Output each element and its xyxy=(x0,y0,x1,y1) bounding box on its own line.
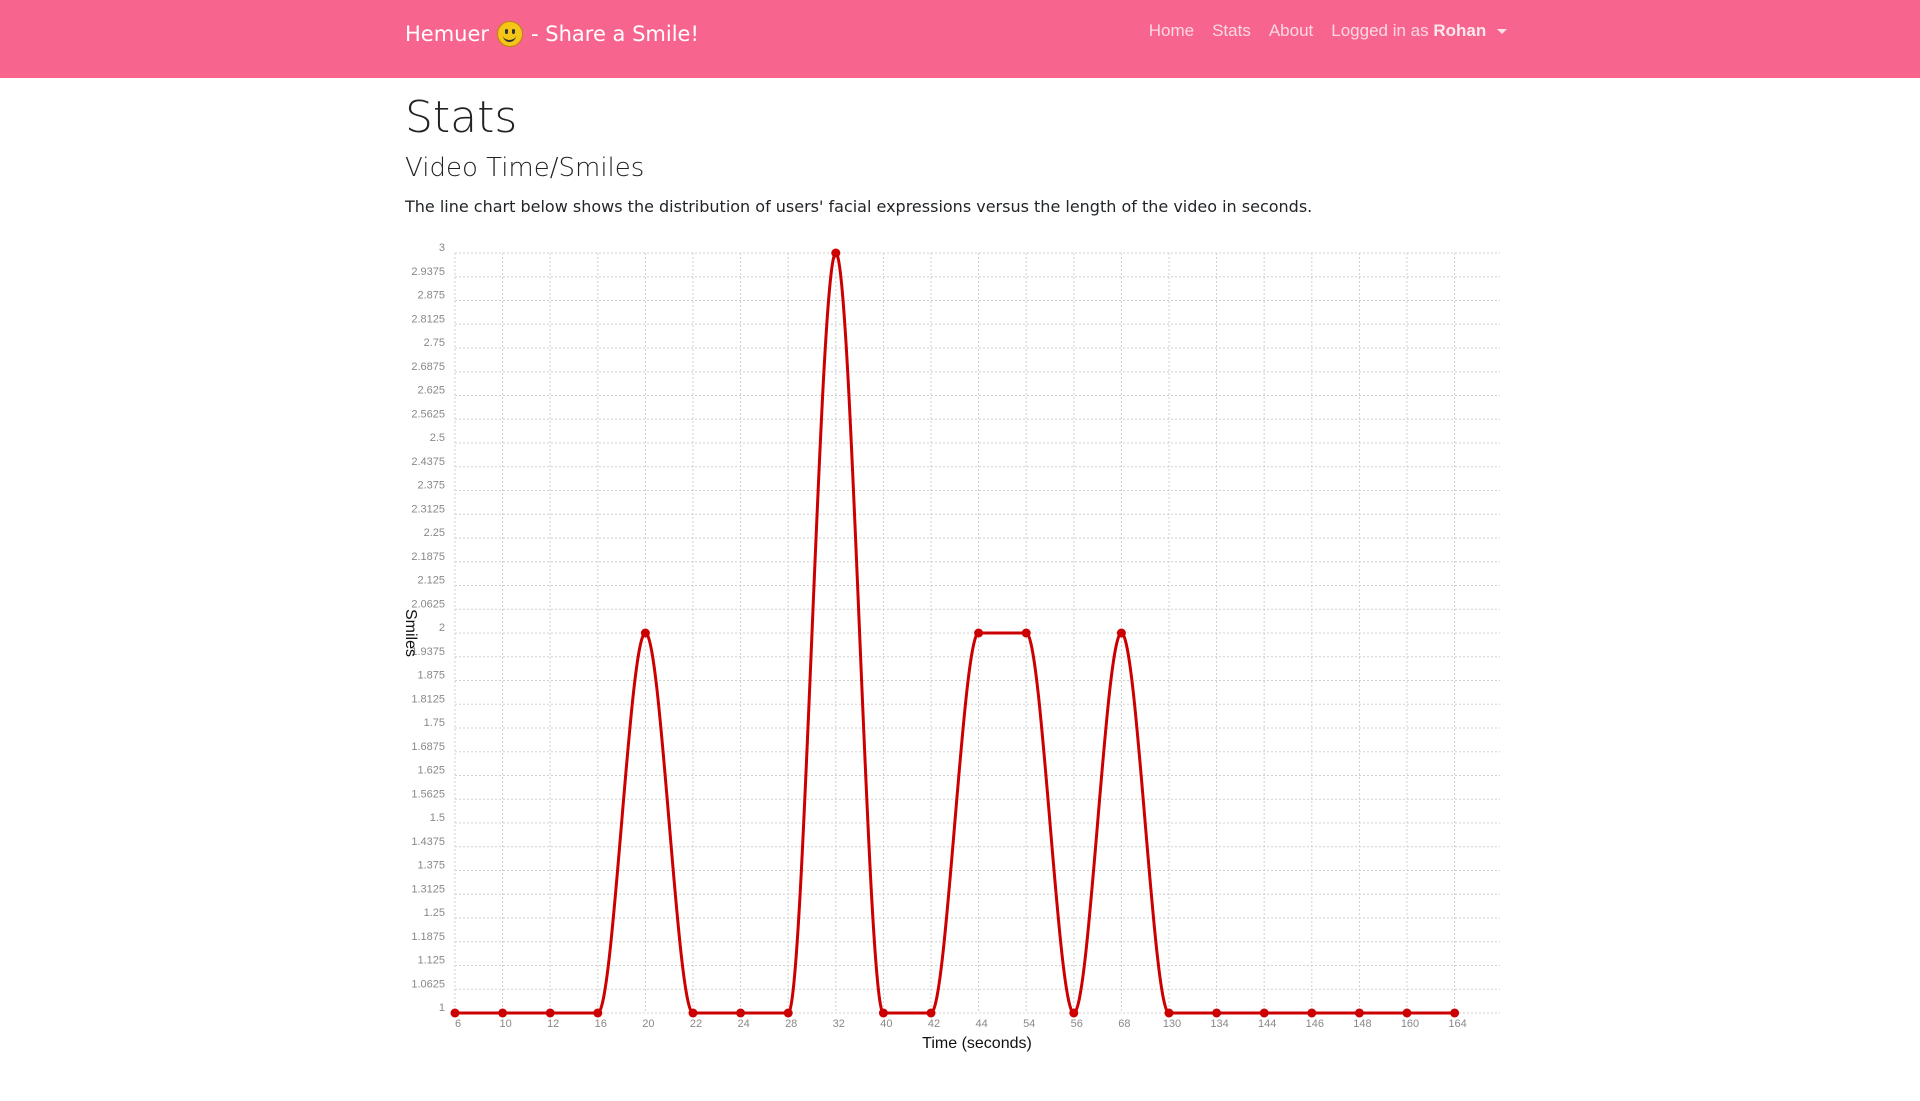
caret-down-icon xyxy=(1497,29,1507,35)
y-tick-label: 1.8125 xyxy=(411,693,445,705)
x-axis-label: Time (seconds) xyxy=(922,1035,1032,1052)
x-tick-label: 134 xyxy=(1210,1018,1228,1030)
y-tick-label: 1.375 xyxy=(417,860,445,872)
y-tick-label: 2 xyxy=(439,622,445,634)
main-content: Stats Video Time/Smiles The line chart b… xyxy=(405,78,1505,216)
x-tick-label: 42 xyxy=(928,1018,940,1030)
data-point xyxy=(1069,1008,1079,1018)
y-tick-label: 1.75 xyxy=(424,717,445,729)
y-tick-label: 2.375 xyxy=(417,480,445,492)
x-tick-label: 22 xyxy=(690,1018,702,1030)
data-point xyxy=(593,1008,603,1018)
y-tick-label: 1.625 xyxy=(417,765,445,777)
x-tick-label: 20 xyxy=(642,1018,654,1030)
x-tick-label: 144 xyxy=(1258,1018,1276,1030)
y-tick-label: 2.75 xyxy=(424,337,445,349)
y-tick-label: 2.4375 xyxy=(411,456,445,468)
chart-title: Video Time/Smiles xyxy=(405,153,645,183)
x-tick-label: 12 xyxy=(547,1018,559,1030)
brand-tagline: - Share a Smile! xyxy=(531,22,699,46)
data-point xyxy=(1259,1008,1269,1018)
user-dropdown[interactable]: Logged in as Rohan xyxy=(1331,21,1507,41)
x-tick-label: 146 xyxy=(1306,1018,1324,1030)
smiley-icon xyxy=(497,21,524,47)
x-tick-label: 68 xyxy=(1118,1018,1130,1030)
chart-description: The line chart below shows the distribut… xyxy=(405,197,1313,216)
y-tick-label: 1.5 xyxy=(430,812,445,824)
data-point xyxy=(1212,1008,1222,1018)
y-tick-label: 1.4375 xyxy=(411,836,445,848)
line-chart: 1 1.0625 1.125 1.1875 1.25 1.3125 1.375 1.4375 1… xyxy=(402,242,1500,1052)
data-point xyxy=(498,1008,508,1018)
x-tick-label: 10 xyxy=(499,1018,511,1030)
y-axis-label: Smiles xyxy=(402,609,419,657)
y-tick-label: 2.3125 xyxy=(411,503,445,515)
data-point xyxy=(878,1008,888,1018)
y-tick-label: 2.0625 xyxy=(411,598,445,610)
data-point xyxy=(688,1008,698,1018)
x-tick-label: 44 xyxy=(975,1018,987,1030)
data-point xyxy=(736,1008,746,1018)
y-tick-label: 2.125 xyxy=(417,575,445,587)
data-point xyxy=(1164,1008,1174,1018)
y-tick-label: 1.5625 xyxy=(411,788,445,800)
x-tick-label: 56 xyxy=(1071,1018,1083,1030)
data-point xyxy=(926,1008,936,1018)
y-tick-label: 2.1875 xyxy=(411,551,445,563)
user-name: Rohan xyxy=(1433,21,1487,40)
data-point xyxy=(1402,1008,1412,1018)
y-tick-label: 1 xyxy=(439,1002,445,1014)
x-tick-label: 28 xyxy=(785,1018,797,1030)
nav-stats[interactable]: Stats xyxy=(1212,21,1251,40)
x-tick-label: 160 xyxy=(1401,1018,1419,1030)
y-tick-label: 1.6875 xyxy=(411,741,445,753)
x-tick-label: 24 xyxy=(737,1018,749,1030)
x-tick-label: 40 xyxy=(880,1018,892,1030)
data-point xyxy=(1450,1008,1460,1018)
y-tick-label: 1.0625 xyxy=(411,978,445,990)
x-tick-label: 6 xyxy=(455,1018,461,1030)
x-tick-label: 164 xyxy=(1448,1018,1466,1030)
data-point xyxy=(545,1008,555,1018)
y-tick-label: 1.25 xyxy=(424,907,445,919)
data-point xyxy=(1307,1008,1317,1018)
nav-links: Home Stats About Logged in as Rohan xyxy=(1149,21,1507,41)
y-tick-label: 1.9375 xyxy=(411,646,445,658)
y-tick-label: 2.8125 xyxy=(411,313,445,325)
brand-name: Hemuer xyxy=(405,22,490,46)
x-tick-label: 16 xyxy=(595,1018,607,1030)
data-point xyxy=(974,628,984,638)
page-title: Stats xyxy=(405,92,518,143)
y-tick-label: 2.875 xyxy=(417,290,445,302)
user-prefix: Logged in as xyxy=(1331,21,1429,40)
data-point xyxy=(1116,628,1126,638)
y-tick-label: 1.3125 xyxy=(411,883,445,895)
data-point xyxy=(783,1008,793,1018)
data-point xyxy=(831,248,841,258)
data-point xyxy=(450,1008,460,1018)
y-tick-label: 2.6875 xyxy=(411,361,445,373)
y-tick-label: 2.5 xyxy=(430,432,445,444)
x-tick-label: 130 xyxy=(1163,1018,1181,1030)
y-tick-label: 2.625 xyxy=(417,385,445,397)
y-tick-label: 3 xyxy=(439,242,445,254)
x-tick-label: 32 xyxy=(833,1018,845,1030)
y-tick-label: 2.9375 xyxy=(411,266,445,278)
brand[interactable]: Hemuer - Share a Smile! xyxy=(405,21,699,47)
y-tick-label: 2.25 xyxy=(424,527,445,539)
y-tick-label: 1.1875 xyxy=(411,931,445,943)
y-tick-label: 2.5625 xyxy=(411,408,445,420)
data-point xyxy=(1021,628,1031,638)
y-tick-label: 1.125 xyxy=(417,955,445,967)
y-tick-label: 1.875 xyxy=(417,670,445,682)
data-point xyxy=(1354,1008,1364,1018)
x-tick-label: 54 xyxy=(1023,1018,1035,1030)
nav-home[interactable]: Home xyxy=(1148,21,1195,40)
data-point xyxy=(640,628,650,638)
nav-about[interactable]: About xyxy=(1268,21,1314,40)
x-tick-label: 148 xyxy=(1353,1018,1371,1030)
navbar: Hemuer - Share a Smile! Home Stats About… xyxy=(0,0,1920,78)
